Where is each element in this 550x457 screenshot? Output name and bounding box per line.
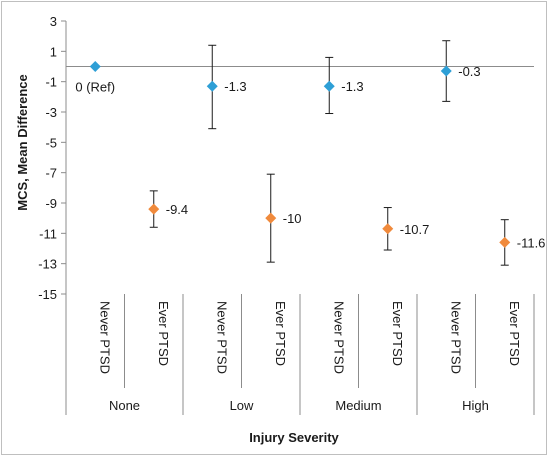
marker-never-ptsd-none — [89, 61, 101, 72]
data-label-never-ptsd-none: 0 (Ref) — [75, 80, 115, 95]
x-subcategory-label: Never PTSD — [214, 301, 229, 374]
marker-never-ptsd-high — [440, 65, 452, 77]
x-subcategory-label: Ever PTSD — [390, 301, 405, 366]
y-tick-label: -3 — [45, 105, 57, 120]
marker-never-ptsd-medium — [323, 80, 335, 92]
x-subcategory-label: Ever PTSD — [156, 301, 171, 366]
x-axis-label: Injury Severity — [249, 430, 339, 445]
x-category-labels: Never PTSD Ever PTSD None Never PTSD Ever PT… — [97, 301, 522, 413]
data-label-ever-ptsd-low: -10 — [283, 211, 302, 226]
axes — [61, 20, 535, 415]
y-tick-label: -9 — [45, 196, 57, 211]
marker-never-ptsd-low — [206, 80, 218, 92]
marker-ever-ptsd-none — [148, 203, 160, 215]
data-label-never-ptsd-high: -0.3 — [458, 64, 480, 79]
data-markers — [89, 61, 511, 248]
y-tick-label: -5 — [45, 135, 57, 150]
y-axis-label: MCS, Mean Difference — [15, 74, 30, 211]
x-subcategory-label: Never PTSD — [448, 301, 463, 374]
x-group-label: Medium — [335, 398, 381, 413]
y-tick-label: -7 — [45, 166, 57, 181]
y-tick-labels: 3 1 -1 -3 -5 -7 -9 -11 -13 -15 — [38, 14, 57, 302]
x-group-label: Low — [230, 398, 254, 413]
data-label-never-ptsd-medium: -1.3 — [341, 79, 363, 94]
marker-ever-ptsd-medium — [382, 223, 394, 235]
data-label-never-ptsd-low: -1.3 — [224, 79, 246, 94]
marker-ever-ptsd-low — [265, 212, 277, 224]
marker-ever-ptsd-high — [499, 236, 511, 248]
x-group-label: High — [462, 398, 489, 413]
error-bars — [149, 40, 509, 266]
y-tick-label: -13 — [38, 257, 57, 272]
x-group-label: None — [109, 398, 140, 413]
data-label-ever-ptsd-high: -11.6 — [517, 235, 546, 250]
data-labels: 0 (Ref) -1.3 -1.3 -0.3 -9.4 -10 -10.7 -11.6 — [75, 64, 545, 250]
x-subcategory-label: Ever PTSD — [273, 301, 288, 366]
y-tick-label: -15 — [38, 287, 57, 302]
x-subcategory-label: Never PTSD — [331, 301, 346, 374]
data-label-ever-ptsd-medium: -10.7 — [400, 222, 430, 237]
y-tick-label: -11 — [39, 226, 57, 241]
y-tick-label: 3 — [50, 14, 57, 29]
x-subcategory-label: Ever PTSD — [507, 301, 522, 366]
data-label-ever-ptsd-none: -9.4 — [166, 202, 188, 217]
y-tick-label: -1 — [45, 75, 57, 90]
x-subcategory-label: Never PTSD — [97, 301, 112, 374]
y-tick-label: 1 — [50, 44, 57, 59]
